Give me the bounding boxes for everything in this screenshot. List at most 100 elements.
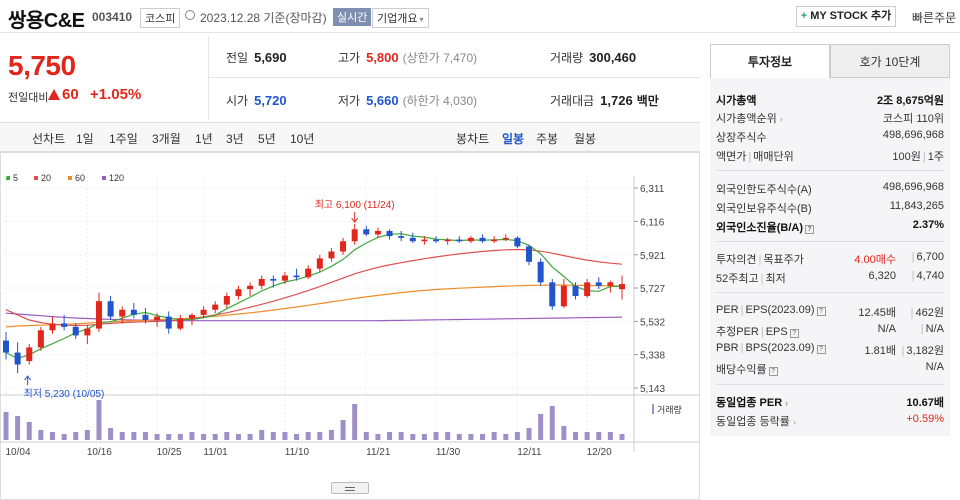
lower-limit: (하한가 4,030) [402, 94, 478, 108]
candle-body [154, 316, 161, 321]
tab-range-1d[interactable]: 1일 [76, 132, 94, 146]
divider [716, 241, 944, 242]
candle-body [72, 326, 79, 336]
volume-bar [480, 434, 486, 440]
stat-label: 전일 [226, 51, 249, 65]
volume-bar [3, 412, 9, 440]
volume-bar [119, 432, 125, 440]
divider [208, 77, 700, 78]
tab-range-3y[interactable]: 3년 [226, 132, 244, 146]
stat-low: 저가 5,660 (하한가 4,030) [338, 92, 477, 109]
x-tick-label: 12/20 [587, 447, 612, 458]
tab-candle-chart[interactable]: 봉차트 [456, 132, 490, 146]
candle-body [374, 230, 381, 235]
label: 외국인한도주식수(A) [716, 184, 812, 196]
volume-bar [445, 432, 451, 440]
volume-bar [166, 434, 172, 440]
chevron-right-icon: › [785, 398, 789, 408]
value: 10.67배 [906, 397, 944, 409]
volume-bar [514, 432, 520, 440]
value-text: 100원 [892, 151, 921, 163]
tab-period-monthly[interactable]: 월봉 [574, 132, 597, 146]
value: | 6,700 [910, 251, 944, 263]
chart-canvas[interactable]: 5 20 60 120 6,311 6,116 5,921 5,727 5,532 5,338 5,… [0, 152, 700, 500]
quick-order-link[interactable]: 빠른주문 [912, 11, 957, 25]
x-tick-label: 10/25 [157, 447, 182, 458]
row-cap-rank: 시가총액순위 › 코스피 110위 [716, 110, 944, 128]
candle-body [572, 285, 579, 297]
tab-orderbook[interactable]: 호가 10단계 [830, 44, 950, 78]
tab-line-chart[interactable]: 선차트 [32, 132, 66, 146]
candle-body [607, 282, 614, 286]
as-of-date: 2023.12.28 기준(장마감) [200, 11, 327, 25]
tab-range-1w[interactable]: 1주일 [109, 132, 138, 146]
volume-bar [247, 434, 253, 440]
value: | 4,740 [910, 270, 944, 282]
tab-investment-info[interactable]: 투자정보 [710, 44, 830, 78]
help-icon[interactable]: ? [816, 345, 826, 354]
y-tick-label: 5,143 [640, 384, 665, 395]
label-text: 액면가 [716, 151, 747, 163]
investment-info-panel: 투자정보 호가 10단계 시가총액 2조 8,675억원 시가총액순위 › 코스피 1… [710, 44, 950, 436]
mystock-add-button[interactable]: + MY STOCK 추가 [796, 6, 896, 27]
stat-prev-close: 전일 5,690 [226, 49, 287, 66]
label: 외국인보유주식수(B) [716, 203, 812, 215]
volume-bar [317, 432, 323, 440]
candle-body [26, 347, 33, 362]
candle-body [270, 278, 277, 281]
volume-bar [154, 434, 160, 440]
tab-period-daily[interactable]: 일봉 [502, 132, 525, 146]
tab-range-10y[interactable]: 10년 [290, 132, 315, 146]
value: 12.45배 [858, 307, 896, 319]
chart-resize-handle[interactable] [331, 482, 369, 494]
tab-range-3m[interactable]: 3개월 [152, 132, 181, 146]
label-text: PBR [716, 342, 739, 354]
y-tick-label: 6,116 [640, 217, 665, 228]
y-tick-label: 5,338 [640, 351, 665, 362]
x-tick-label: 10/16 [87, 447, 112, 458]
label-text: 최저 [765, 273, 786, 285]
label: 배당수익률? [716, 361, 778, 377]
value-text: N/A [925, 323, 944, 335]
stat-volume: 거래량 300,460 [550, 49, 636, 66]
volume-bar [421, 434, 427, 440]
stock-header: 쌍용C&E 003410 코스피 2023.12.28 기준(장마감) 실시간 … [0, 0, 960, 33]
row-foreign-limit: 외국인한도주식수(A) 498,696,968 [716, 181, 944, 199]
divider: | [748, 151, 752, 163]
help-icon[interactable]: ? [805, 225, 814, 234]
volume-bar [189, 432, 195, 440]
realtime-button[interactable]: 실시간 [333, 8, 372, 26]
volume-bar [224, 432, 230, 440]
y-tick-label: 5,727 [640, 284, 665, 295]
volume-bar [38, 430, 44, 440]
company-info-dropdown[interactable]: 기업개요 ▾ [372, 8, 429, 28]
help-icon[interactable]: ? [789, 329, 799, 338]
divider: | [760, 273, 764, 285]
volume-bar [84, 430, 90, 440]
stat-label: 거래대금 [550, 94, 595, 108]
stock-chart[interactable]: 5 20 60 120 6,311 6,116 5,921 5,727 5,532 5,338 5,… [0, 152, 700, 500]
help-icon[interactable]: ? [816, 307, 826, 316]
candle-body [95, 301, 102, 329]
stat-unit: 백만 [636, 94, 659, 108]
change-value: 60 [48, 86, 79, 103]
stat-label: 시가 [226, 94, 249, 108]
volume-bar [131, 432, 137, 440]
tab-range-1y[interactable]: 1년 [195, 132, 213, 146]
legend-swatch [34, 176, 38, 180]
label: PER | EPS(2023.09)? [716, 304, 826, 316]
candle-body [200, 309, 207, 315]
tab-period-weekly[interactable]: 주봉 [536, 132, 559, 146]
volume-bar [177, 434, 183, 440]
tab-range-5y[interactable]: 5년 [258, 132, 276, 146]
label-text: 매매단위 [753, 151, 794, 163]
change-percent: +1.05% [90, 86, 142, 103]
legend-label: 60 [75, 173, 85, 183]
volume-bar [352, 404, 358, 440]
chevron-right-icon: › [779, 114, 783, 124]
volume-bar [305, 432, 311, 440]
help-icon[interactable]: ? [768, 367, 778, 376]
volume-bar [73, 432, 79, 440]
value: 11,843,265 [889, 200, 944, 212]
stat-value: 5,660 [366, 93, 399, 108]
